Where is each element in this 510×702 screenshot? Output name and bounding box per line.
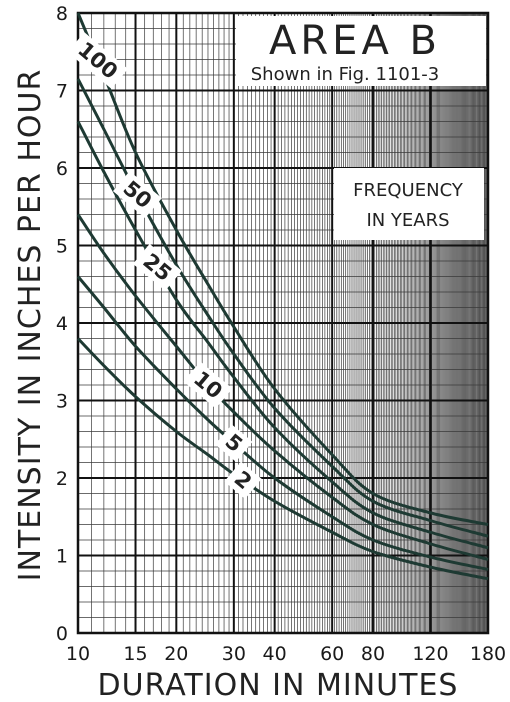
curve-label-bg-2 bbox=[224, 461, 262, 499]
curve-label-bg-10 bbox=[183, 361, 233, 409]
x-tick-label: 180 bbox=[470, 643, 506, 665]
x-axis-title: DURATION IN MINUTES bbox=[98, 668, 459, 702]
y-axis-title: INTENSITY IN INCHES PER HOUR bbox=[13, 69, 48, 582]
x-tick-label: 20 bbox=[164, 643, 188, 665]
y-tick-label: 6 bbox=[56, 158, 68, 180]
x-tick-label: 40 bbox=[263, 643, 287, 665]
x-tick-label: 120 bbox=[412, 643, 448, 665]
y-tick-label: 2 bbox=[56, 468, 68, 490]
curve-label-bg-5 bbox=[215, 424, 253, 462]
series-line-100 bbox=[76, 12, 489, 526]
tick-labels: 10 15 20 30 40 60 80 120 180 0 1 2 3 4 5 6 7 8 bbox=[56, 3, 506, 665]
y-tick-label: 4 bbox=[56, 313, 68, 335]
y-tick-label: 7 bbox=[56, 81, 68, 103]
legend-title-line-2: IN YEARS bbox=[366, 210, 449, 231]
curve-label-bg-25 bbox=[132, 243, 182, 291]
grid bbox=[76, 11, 490, 635]
series-line-50 bbox=[76, 78, 489, 538]
x-tick-label: 10 bbox=[66, 643, 90, 665]
plot-frame bbox=[76, 11, 490, 635]
y-tick-label: 0 bbox=[56, 623, 68, 645]
chart-title: AREA B bbox=[269, 18, 441, 64]
series-line-25 bbox=[76, 120, 489, 550]
curve-label-bg-100 bbox=[67, 32, 129, 89]
y-tick-label: 5 bbox=[56, 236, 68, 258]
y-tick-label: 3 bbox=[56, 391, 68, 413]
chart-subtitle: Shown in Fig. 1101-3 bbox=[251, 64, 440, 85]
title-box-bg bbox=[236, 16, 486, 86]
y-tick-label: 1 bbox=[56, 546, 68, 568]
x-tick-label: 15 bbox=[123, 643, 147, 665]
y-tick-label: 8 bbox=[56, 3, 68, 25]
x-tick-label: 80 bbox=[361, 643, 385, 665]
x-tick-label: 60 bbox=[320, 643, 344, 665]
legend-title-line-1: FREQUENCY bbox=[353, 180, 464, 201]
series-line-10 bbox=[76, 213, 489, 561]
curve-label-bg-50 bbox=[112, 171, 162, 219]
legend-box-bg bbox=[334, 168, 484, 240]
x-tick-label: 30 bbox=[222, 643, 246, 665]
